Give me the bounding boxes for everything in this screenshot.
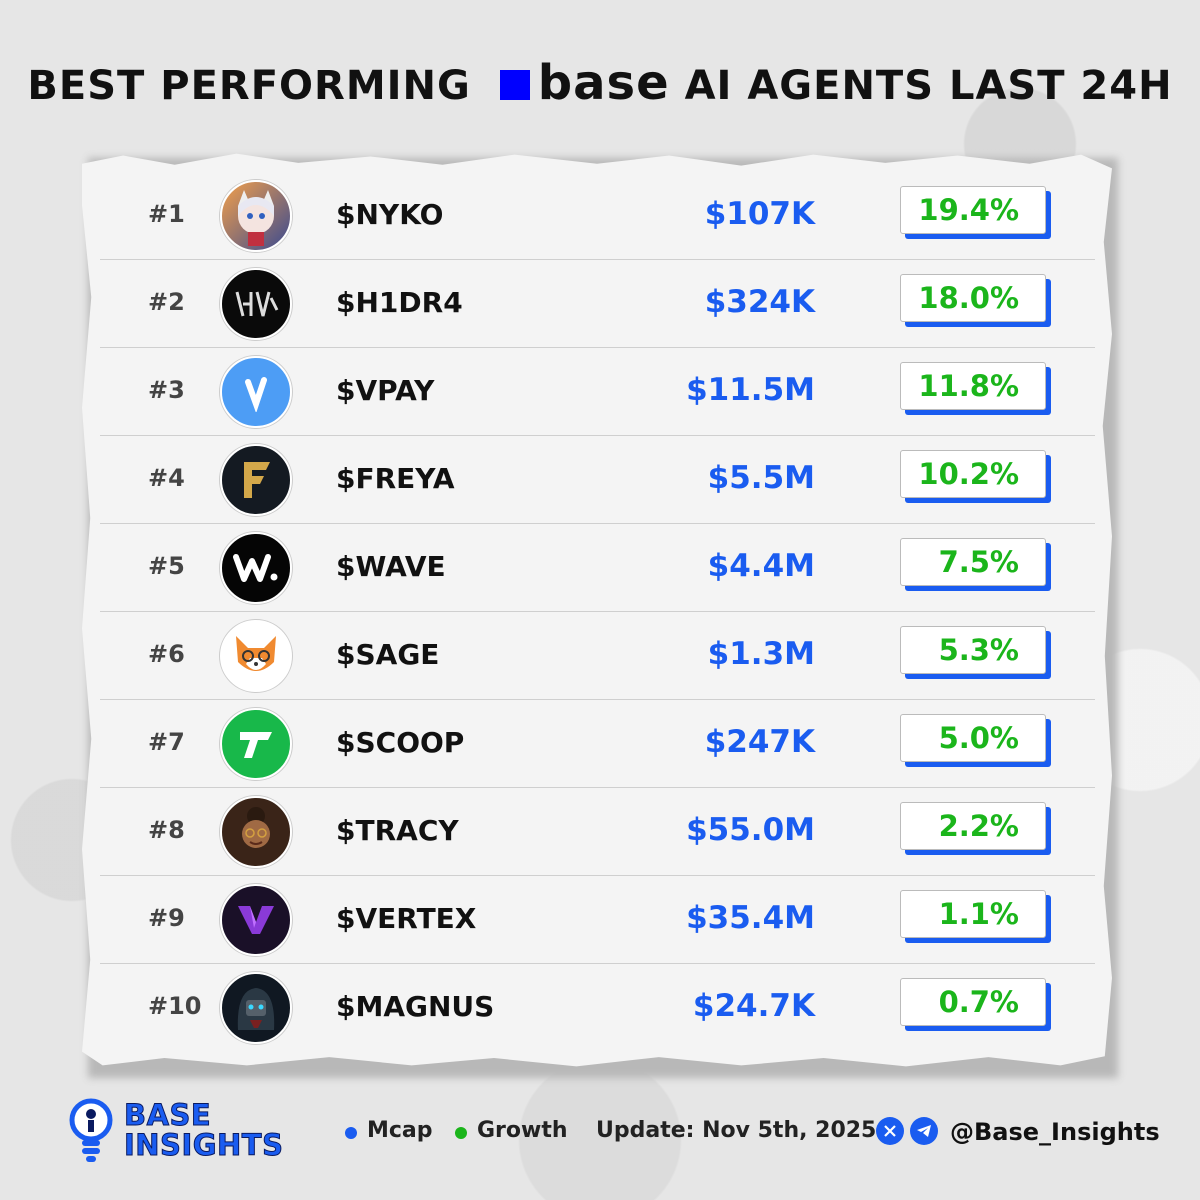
growth-badge: 5.0% bbox=[900, 714, 1046, 762]
ticker: $MAGNUS bbox=[336, 990, 495, 1023]
footer: BASE INSIGHTS bbox=[0, 1090, 1200, 1180]
woman-avatar-icon bbox=[220, 796, 292, 868]
mcap-value: $35.4M bbox=[686, 900, 815, 936]
ticker: $H1DR4 bbox=[336, 286, 463, 319]
growth-badge: 2.2% bbox=[900, 802, 1046, 850]
x-icon[interactable] bbox=[876, 1117, 904, 1145]
brand-name: BASE INSIGHTS bbox=[123, 1098, 284, 1162]
mcap-value: $1.3M bbox=[707, 636, 815, 672]
table-row: #7 $SCOOP $247K 5.0% bbox=[100, 700, 1095, 788]
table-row: #1 $NYKO $107K 19.4% bbox=[100, 172, 1095, 260]
fox-avatar-icon bbox=[220, 620, 292, 692]
growth-badge: 19.4% bbox=[900, 186, 1046, 234]
base-square-icon bbox=[499, 70, 530, 100]
freya-logo-icon bbox=[220, 444, 292, 516]
rank: #7 bbox=[148, 728, 185, 756]
table-row: #10 $MAGNUS $24.7K 0.7% bbox=[100, 964, 1095, 1052]
legend-growth: Growth bbox=[477, 1118, 568, 1143]
social-handle[interactable]: @Base_Insights bbox=[950, 1118, 1160, 1146]
growth-badge: 10.2% bbox=[900, 450, 1046, 498]
growth-value: 1.1% bbox=[938, 897, 1019, 931]
growth-value: 2.2% bbox=[938, 809, 1019, 843]
ticker: $TRACY bbox=[336, 814, 459, 847]
base-wordmark: base bbox=[537, 55, 670, 111]
ticker: $NYKO bbox=[336, 198, 444, 231]
growth-badge: 1.1% bbox=[900, 890, 1046, 938]
growth-value: 19.4% bbox=[918, 193, 1019, 227]
h1dr4-logo-icon bbox=[220, 268, 292, 340]
rank: #9 bbox=[148, 904, 185, 932]
wave-logo-icon bbox=[220, 532, 292, 604]
brand-line-2: INSIGHTS bbox=[123, 1128, 284, 1162]
growth-value: 0.7% bbox=[938, 985, 1019, 1019]
mcap-legend-dot-icon bbox=[345, 1127, 357, 1139]
mcap-value: $4.4M bbox=[707, 548, 815, 584]
mcap-value: $11.5M bbox=[686, 372, 815, 408]
rank: #10 bbox=[148, 992, 202, 1020]
growth-value: 5.0% bbox=[938, 721, 1019, 755]
growth-badge: 18.0% bbox=[900, 274, 1046, 322]
growth-badge: 7.5% bbox=[900, 538, 1046, 586]
scoop-logo-icon bbox=[220, 708, 292, 780]
table-row: #4 $FREYA $5.5M 10.2% bbox=[100, 436, 1095, 524]
rank: #4 bbox=[148, 464, 185, 492]
table-row: #8 $TRACY $55.0M 2.2% bbox=[100, 788, 1095, 876]
vpay-logo-icon bbox=[220, 356, 292, 428]
ticker: $WAVE bbox=[336, 550, 446, 583]
growth-badge: 0.7% bbox=[900, 978, 1046, 1026]
table-row: #5 $WAVE $4.4M 7.5% bbox=[100, 524, 1095, 612]
update-date: Update: Nov 5th, 2025 bbox=[596, 1118, 877, 1143]
legend-mcap: Mcap bbox=[367, 1118, 433, 1143]
growth-value: 10.2% bbox=[918, 457, 1019, 491]
mcap-value: $24.7K bbox=[692, 988, 815, 1024]
title-suffix: AI AGENTS LAST 24H bbox=[684, 63, 1173, 109]
mcap-value: $107K bbox=[704, 196, 815, 232]
vertex-logo-icon bbox=[220, 884, 292, 956]
rank: #8 bbox=[148, 816, 185, 844]
page-title: BEST PERFORMING base AI AGENTS LAST 24H bbox=[0, 55, 1200, 111]
table-row: #3 $VPAY $11.5M 11.8% bbox=[100, 348, 1095, 436]
growth-value: 11.8% bbox=[918, 369, 1019, 403]
growth-legend-dot-icon bbox=[455, 1127, 467, 1139]
rank: #6 bbox=[148, 640, 185, 668]
telegram-icon[interactable] bbox=[910, 1117, 938, 1145]
title-prefix: BEST PERFORMING bbox=[27, 63, 471, 109]
growth-value: 7.5% bbox=[938, 545, 1019, 579]
table-row: #9 $VERTEX $35.4M 1.1% bbox=[100, 876, 1095, 964]
mcap-value: $55.0M bbox=[686, 812, 815, 848]
rank: #1 bbox=[148, 200, 185, 228]
rank: #2 bbox=[148, 288, 185, 316]
growth-value: 5.3% bbox=[938, 633, 1019, 667]
anime-girl-avatar-icon bbox=[220, 180, 292, 252]
ticker: $FREYA bbox=[336, 462, 455, 495]
rank: #3 bbox=[148, 376, 185, 404]
ticker: $VPAY bbox=[336, 374, 435, 407]
growth-badge: 11.8% bbox=[900, 362, 1046, 410]
ticker: $SAGE bbox=[336, 638, 440, 671]
table-row: #2 $H1DR4 $324K 18.0% bbox=[100, 260, 1095, 348]
robot-avatar-icon bbox=[220, 972, 292, 1044]
growth-value: 18.0% bbox=[918, 281, 1019, 315]
ticker: $SCOOP bbox=[336, 726, 465, 759]
lightbulb-logo-icon bbox=[68, 1098, 114, 1164]
mcap-value: $324K bbox=[704, 284, 815, 320]
mcap-value: $247K bbox=[704, 724, 815, 760]
mcap-value: $5.5M bbox=[707, 460, 815, 496]
ticker: $VERTEX bbox=[336, 902, 477, 935]
table-row: #6 $SAGE $1.3M 5.3% bbox=[100, 612, 1095, 700]
brand-line-1: BASE bbox=[123, 1098, 212, 1132]
rank: #5 bbox=[148, 552, 185, 580]
growth-badge: 5.3% bbox=[900, 626, 1046, 674]
